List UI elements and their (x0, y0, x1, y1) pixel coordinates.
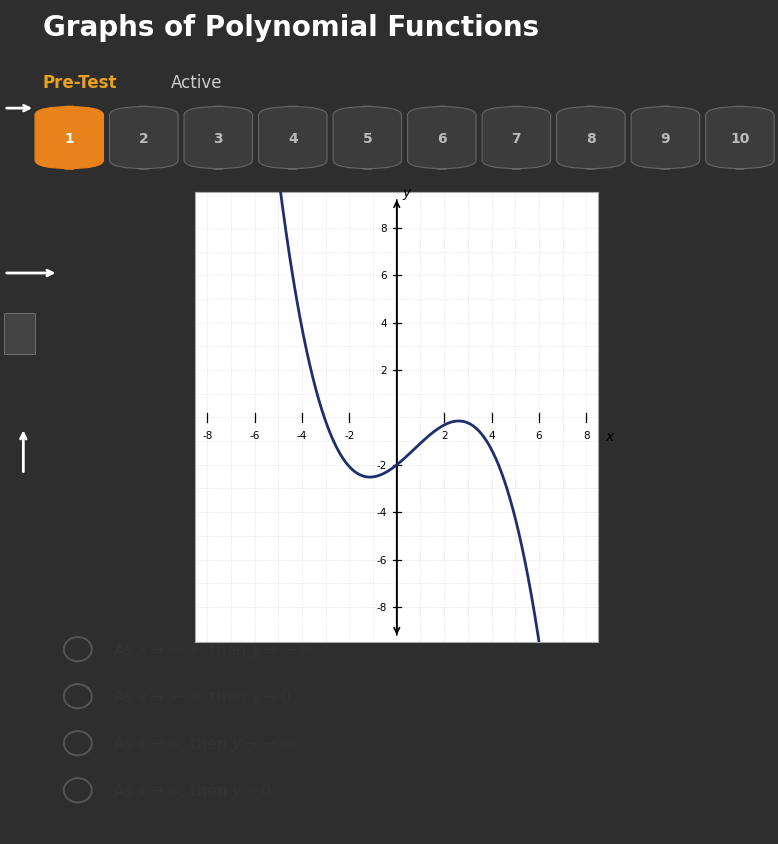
Text: -6: -6 (250, 430, 260, 441)
FancyBboxPatch shape (333, 107, 401, 170)
Text: 8: 8 (586, 132, 596, 145)
Text: 9: 9 (661, 132, 670, 145)
Text: -4: -4 (297, 430, 307, 441)
Text: -2: -2 (344, 430, 355, 441)
Text: y: y (403, 187, 411, 200)
Text: Pre-Test: Pre-Test (43, 74, 117, 92)
Text: 4: 4 (380, 318, 387, 328)
Text: As $x\to\infty$, then $y\to-\infty$.: As $x\to\infty$, then $y\to-\infty$. (113, 734, 299, 753)
FancyBboxPatch shape (482, 107, 551, 170)
Text: -8: -8 (377, 603, 387, 612)
Text: 10: 10 (731, 132, 749, 145)
Text: 7: 7 (511, 132, 521, 145)
Text: As $x\to-\infty$, then $y\to 0$.: As $x\to-\infty$, then $y\to 0$. (113, 687, 296, 706)
Text: Active: Active (171, 74, 223, 92)
FancyBboxPatch shape (110, 107, 178, 170)
FancyBboxPatch shape (706, 107, 774, 170)
Text: 8: 8 (380, 224, 387, 234)
Text: As $x\to\infty$, then $y\to 0$.: As $x\to\infty$, then $y\to 0$. (113, 781, 276, 800)
Text: x: x (606, 430, 614, 444)
Text: 6: 6 (535, 430, 542, 441)
Text: 2: 2 (139, 132, 149, 145)
Text: -8: -8 (202, 430, 212, 441)
FancyBboxPatch shape (184, 107, 253, 170)
Text: 6: 6 (437, 132, 447, 145)
Text: Graphs of Polynomial Functions: Graphs of Polynomial Functions (43, 14, 539, 42)
Text: As $x\to-\infty$, then $y\to-\infty$.: As $x\to-\infty$, then $y\to-\infty$. (113, 640, 318, 659)
Text: 5: 5 (363, 132, 372, 145)
FancyBboxPatch shape (258, 107, 327, 170)
Text: 6: 6 (380, 271, 387, 281)
Text: 1: 1 (65, 132, 74, 145)
Text: 4: 4 (288, 132, 298, 145)
FancyBboxPatch shape (0, 173, 51, 844)
Text: 2: 2 (380, 365, 387, 376)
Text: 4: 4 (489, 430, 495, 441)
Text: -2: -2 (377, 460, 387, 470)
FancyBboxPatch shape (4, 314, 35, 354)
FancyBboxPatch shape (408, 107, 476, 170)
FancyBboxPatch shape (631, 107, 699, 170)
Text: -6: -6 (377, 555, 387, 565)
Text: 3: 3 (213, 132, 223, 145)
FancyBboxPatch shape (35, 107, 103, 170)
Text: 2: 2 (441, 430, 447, 441)
FancyBboxPatch shape (556, 107, 625, 170)
Text: 8: 8 (583, 430, 590, 441)
Text: -4: -4 (377, 507, 387, 517)
